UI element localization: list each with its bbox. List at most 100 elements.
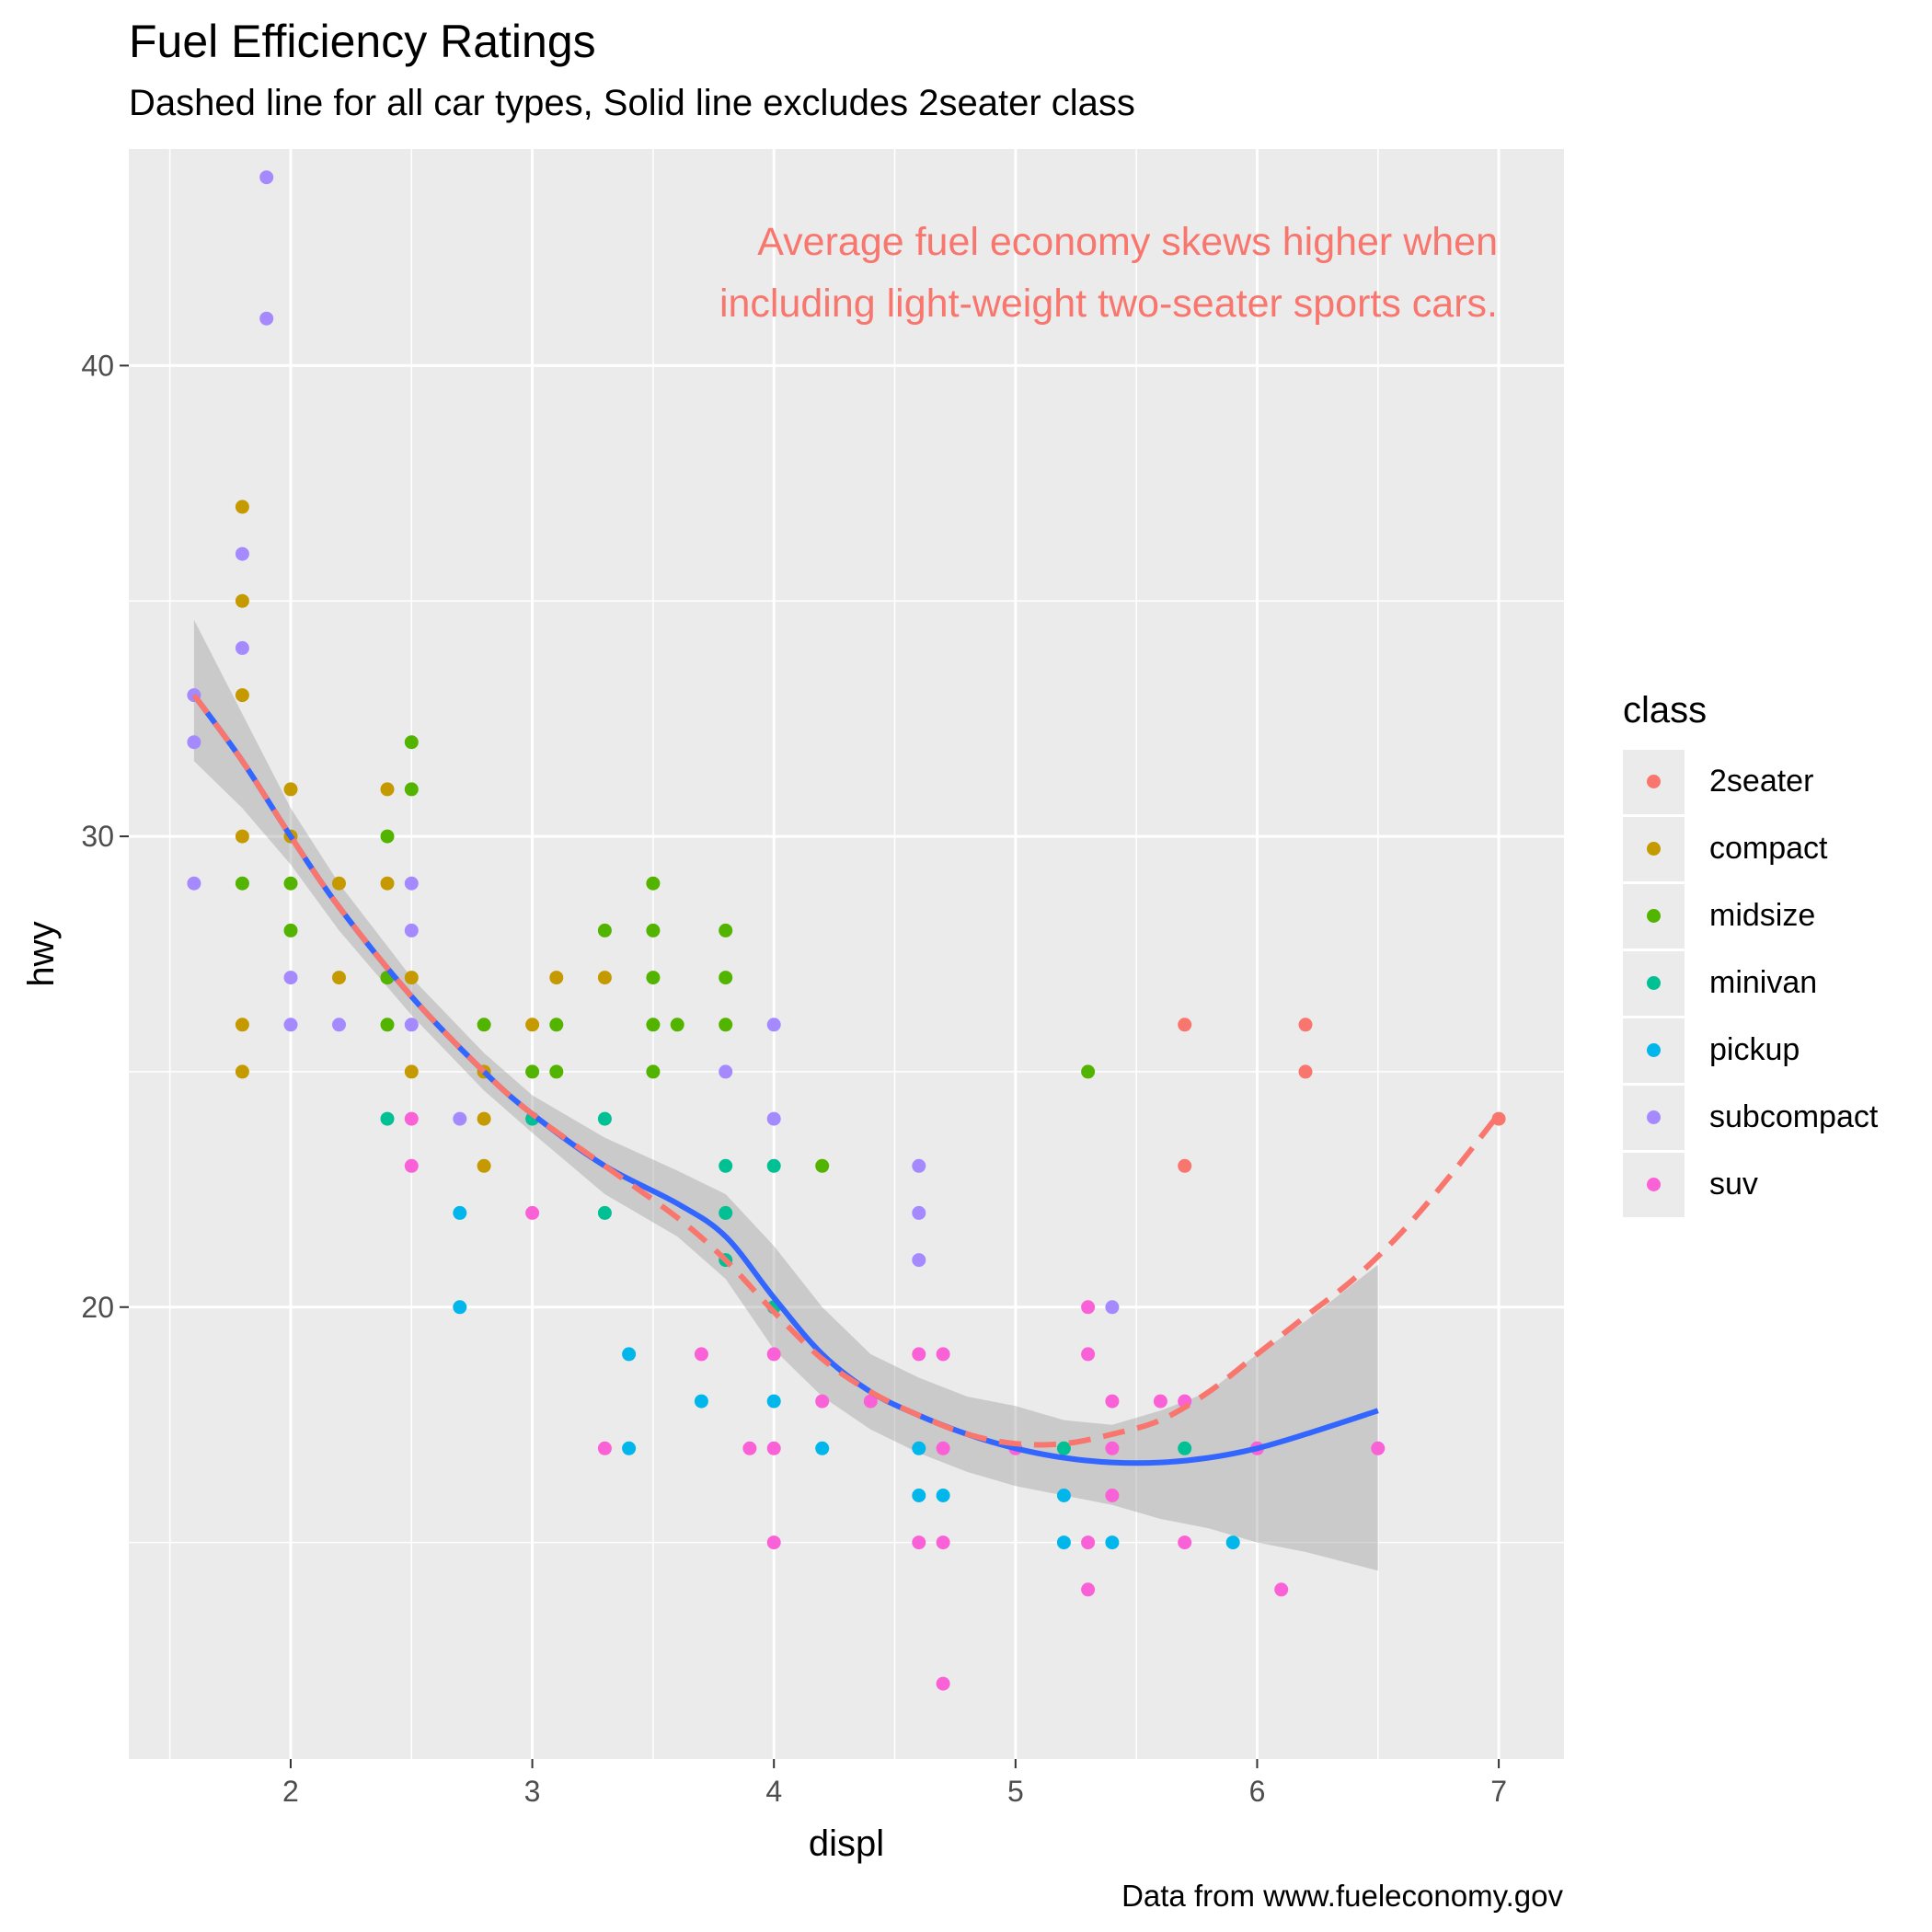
data-point-compact <box>597 971 612 985</box>
data-point-midsize <box>646 876 661 891</box>
legend-item-compact: compact <box>1623 815 1878 882</box>
data-point-pickup <box>1105 1535 1120 1550</box>
chart-subtitle: Dashed line for all car types, Solid lin… <box>129 83 1135 123</box>
plot-panel <box>129 149 1564 1759</box>
legend-key <box>1623 883 1685 949</box>
data-point-pickup <box>1056 1535 1071 1550</box>
data-point-pickup <box>1225 1535 1240 1550</box>
data-point-suv <box>766 1347 781 1362</box>
smooth-lines-layer <box>191 693 1501 1466</box>
data-point-subcompact <box>766 1111 781 1126</box>
data-point-suv <box>1105 1489 1120 1502</box>
data-point-minivan <box>597 1205 612 1220</box>
legend-key <box>1623 816 1685 881</box>
data-point-subcompact <box>404 876 419 891</box>
legend-item-midsize: midsize <box>1623 882 1878 949</box>
data-point-subcompact <box>453 1111 467 1126</box>
confidence-band-layer <box>193 619 1378 1571</box>
x-tick-label: 2 <box>282 1775 299 1808</box>
legend-label: subcompact <box>1709 1099 1879 1134</box>
data-point-suv <box>912 1535 926 1550</box>
data-point-midsize <box>1081 1064 1096 1079</box>
data-point-subcompact <box>912 1253 926 1268</box>
data-point-minivan <box>719 1205 733 1220</box>
data-point-pickup <box>815 1441 830 1455</box>
data-point-suv <box>1371 1441 1386 1455</box>
legend: class 2seater compact midsize minivan pickup… <box>1623 690 1878 1218</box>
legend-items: 2seater compact midsize minivan pickup subcom… <box>1623 748 1878 1218</box>
minor-gridlines <box>129 129 1564 1759</box>
data-point-subcompact <box>719 1064 733 1079</box>
data-point-suv <box>1105 1441 1120 1455</box>
data-point-midsize <box>283 876 298 891</box>
data-point-suv <box>1105 1394 1120 1409</box>
data-point-subcompact <box>283 1018 298 1032</box>
legend-key <box>1623 950 1685 1016</box>
data-point-minivan <box>380 1111 395 1126</box>
data-point-pickup <box>453 1300 467 1315</box>
confidence-band <box>193 619 1378 1571</box>
data-point-subcompact <box>766 1018 781 1032</box>
legend-item-minivan: minivan <box>1623 949 1878 1017</box>
annotation-line-2: including light-weight two-seater sports… <box>719 282 1498 326</box>
data-point-2seater <box>1298 1018 1313 1032</box>
data-point-minivan <box>597 1111 612 1126</box>
legend-label: compact <box>1709 831 1828 866</box>
data-point-minivan <box>719 1158 733 1173</box>
data-point-suv <box>1274 1582 1289 1597</box>
data-point-midsize <box>380 829 395 844</box>
data-point-suv <box>525 1205 540 1220</box>
data-point-midsize <box>404 782 419 797</box>
data-point-suv <box>912 1347 926 1362</box>
data-point-midsize <box>380 1018 395 1032</box>
legend-dot-icon <box>1647 909 1661 923</box>
data-point-compact <box>477 1158 491 1173</box>
data-point-suv <box>694 1347 708 1362</box>
data-point-subcompact <box>912 1158 926 1173</box>
data-point-midsize <box>646 923 661 937</box>
legend-label: 2seater <box>1709 764 1814 799</box>
legend-label: midsize <box>1709 898 1816 933</box>
data-point-suv <box>404 1158 419 1173</box>
data-point-compact <box>404 971 419 985</box>
chart-title: Fuel Efficiency Ratings <box>129 16 596 67</box>
data-point-midsize <box>597 923 612 937</box>
data-point-midsize <box>670 1018 684 1032</box>
data-point-suv <box>742 1441 757 1455</box>
data-point-subcompact <box>259 311 274 326</box>
legend-key <box>1623 1152 1685 1217</box>
legend-item-pickup: pickup <box>1623 1017 1878 1084</box>
data-point-suv <box>766 1535 781 1550</box>
data-point-subcompact <box>332 1018 346 1032</box>
legend-label: suv <box>1709 1167 1758 1202</box>
x-tick-label: 6 <box>1249 1775 1266 1808</box>
x-tick-label: 5 <box>1007 1775 1024 1808</box>
legend-dot-icon <box>1647 1110 1661 1124</box>
data-point-compact <box>525 1018 540 1032</box>
data-point-minivan <box>766 1158 781 1173</box>
data-point-compact <box>332 876 346 891</box>
data-point-suv <box>766 1441 781 1455</box>
data-point-suv <box>936 1347 950 1362</box>
data-point-midsize <box>646 1064 661 1079</box>
data-point-midsize <box>549 1064 564 1079</box>
legend-item-suv: suv <box>1623 1151 1878 1218</box>
legend-label: minivan <box>1709 965 1818 1000</box>
data-point-minivan <box>1056 1441 1071 1455</box>
data-point-midsize <box>549 1018 564 1032</box>
legend-label: pickup <box>1709 1032 1800 1067</box>
legend-dot-icon <box>1647 1043 1661 1057</box>
x-axis-title: displ <box>809 1823 884 1864</box>
data-point-2seater <box>1298 1064 1313 1079</box>
data-point-minivan <box>1178 1441 1192 1455</box>
data-point-midsize <box>646 1018 661 1032</box>
legend-dot-icon <box>1647 1178 1661 1191</box>
legend-item-2seater: 2seater <box>1623 748 1878 815</box>
data-point-compact <box>477 1111 491 1126</box>
data-point-suv <box>815 1394 830 1409</box>
data-point-midsize <box>719 923 733 937</box>
x-tick-label: 3 <box>524 1775 541 1808</box>
y-axis: 20 30 40 <box>81 349 129 1324</box>
data-point-subcompact <box>235 546 249 561</box>
